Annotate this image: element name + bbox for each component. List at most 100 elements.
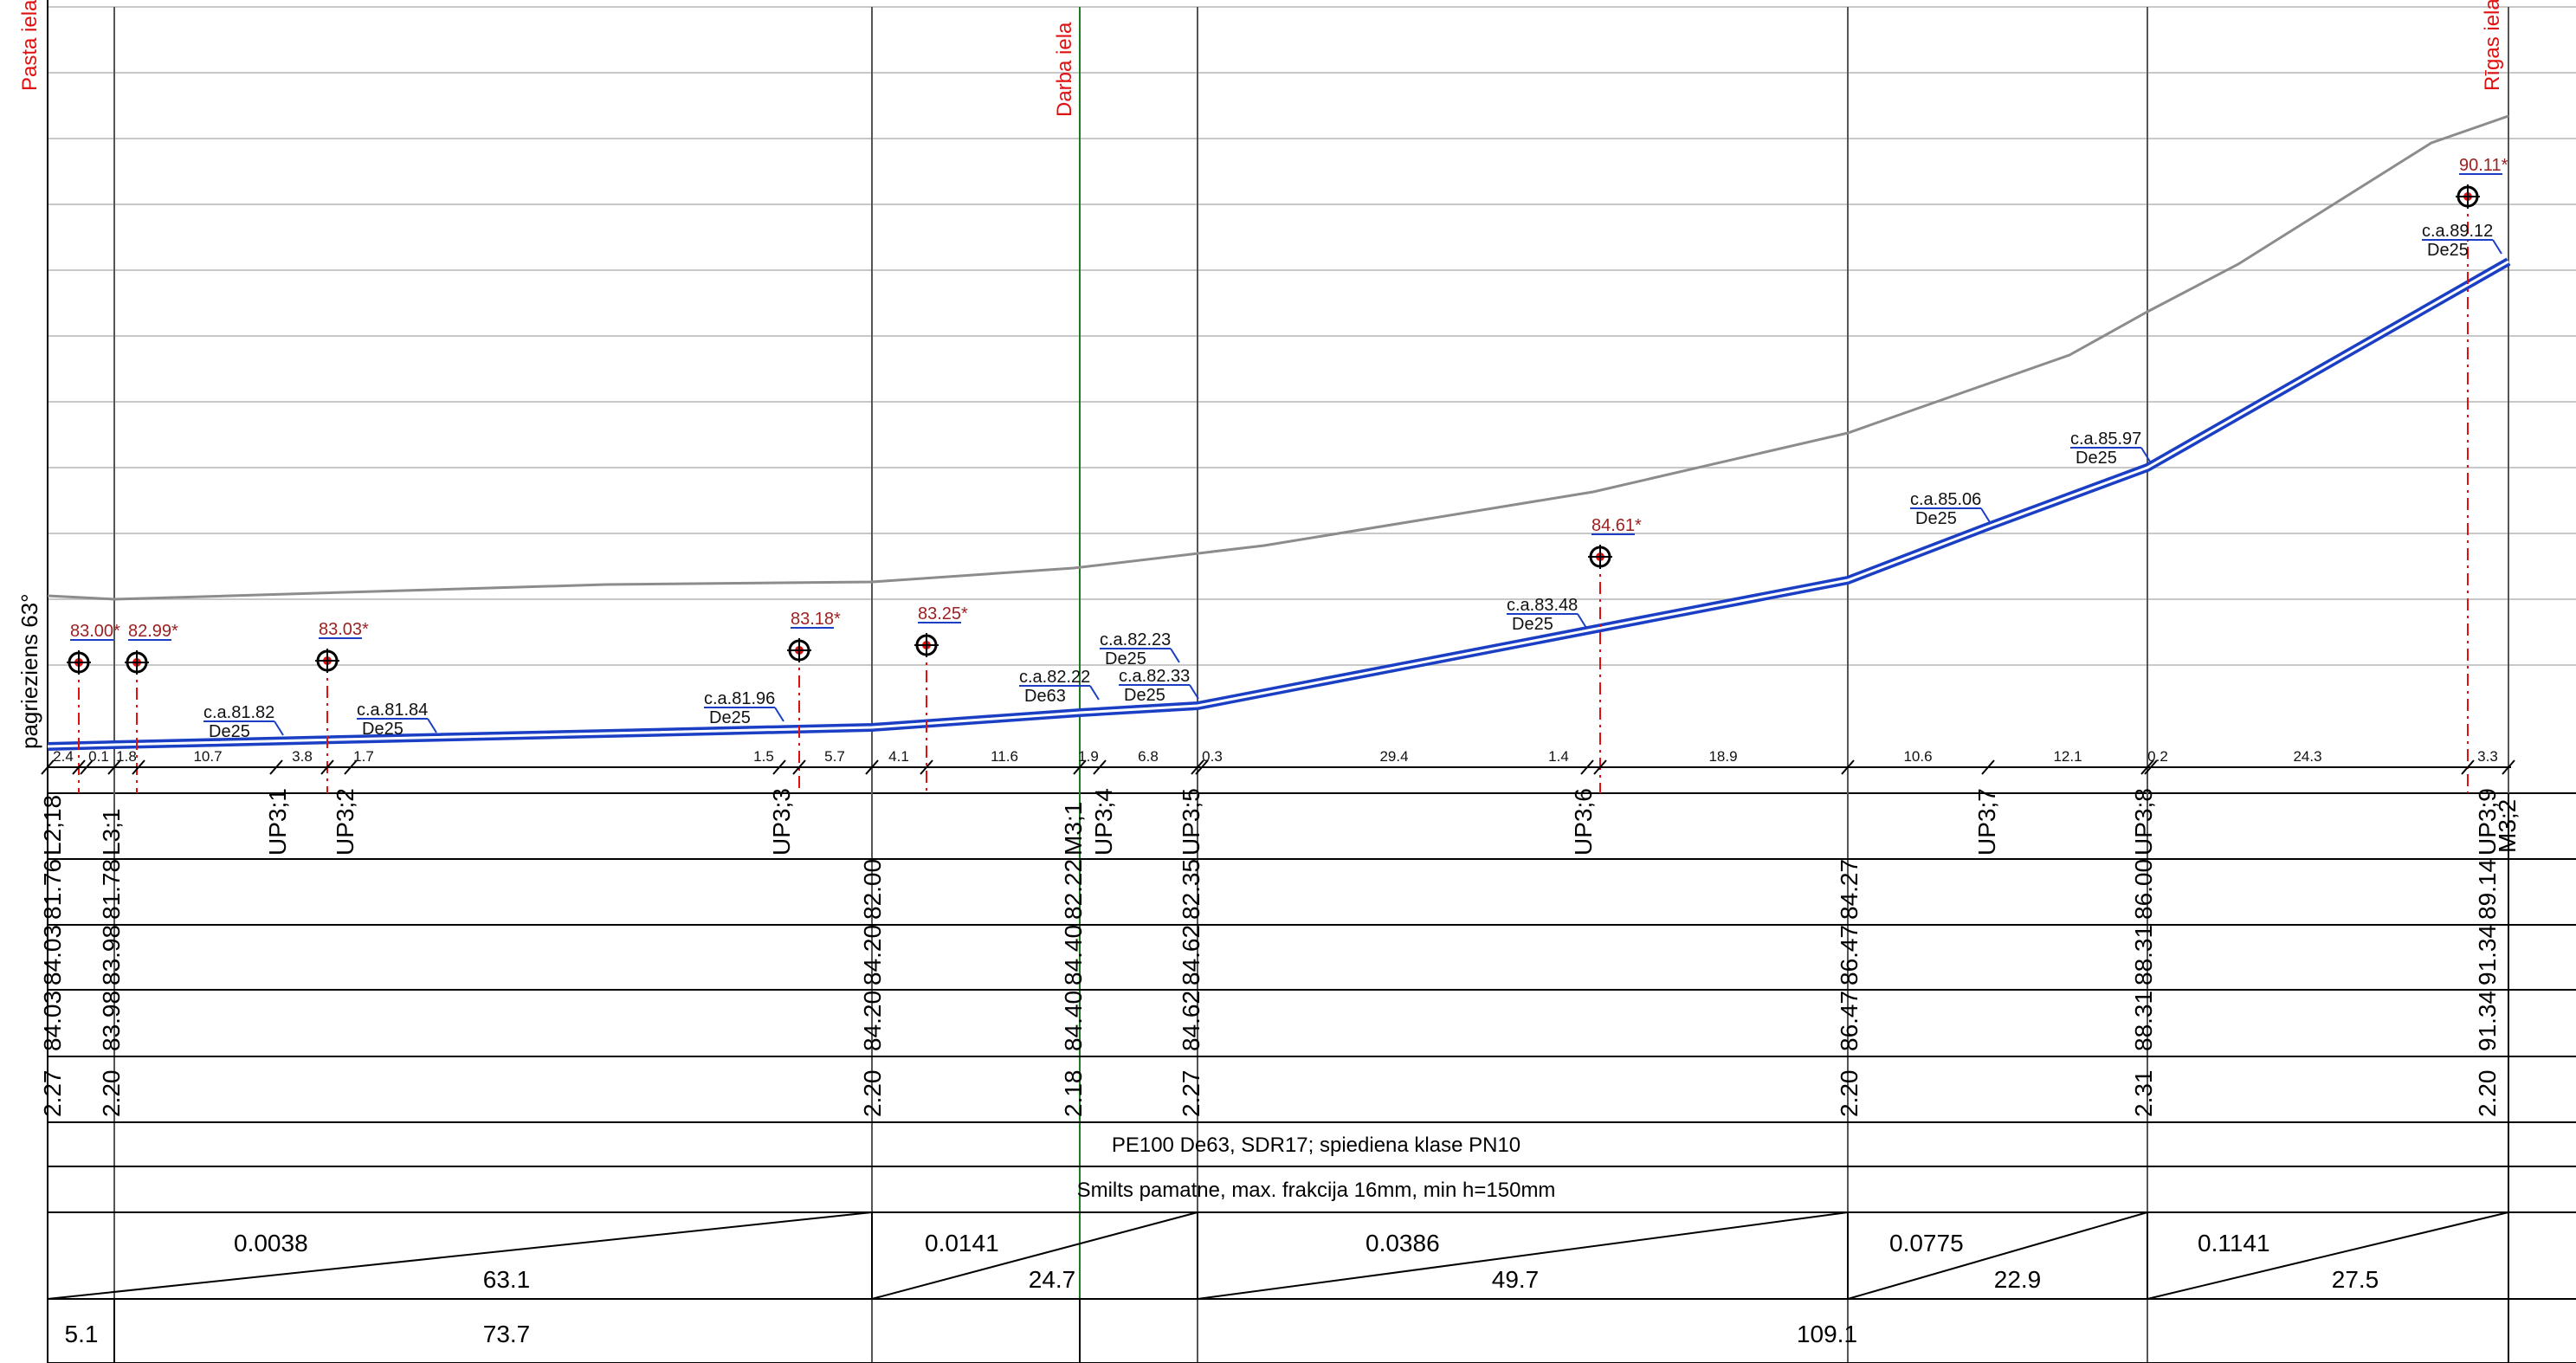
cover-depth: 2.20 (859, 1070, 886, 1118)
spacing-label: 5.7 (824, 748, 845, 765)
dimension-tick (107, 759, 121, 775)
pipe-invert: 89.14 (2474, 859, 2501, 920)
node-label: UP3;4 (1090, 788, 1117, 856)
spacing-label: 29.4 (1379, 748, 1408, 765)
terrain-elevation: 84.03 (39, 925, 66, 985)
street-label: Rīgas iela (2481, 0, 2504, 91)
dimension-tick (1593, 759, 1607, 775)
callout-diameter: De25 (1915, 509, 1957, 528)
bedding-spec: Smilts pamatne, max. frakcija 16mm, min … (1077, 1179, 1556, 1202)
design-elevation: 86.47 (1836, 991, 1863, 1051)
callout-diameter: De25 (709, 708, 751, 727)
slope-value: 0.1141 (2198, 1230, 2270, 1256)
spacing-label: 6.8 (1138, 748, 1159, 765)
cover-depth: 2.20 (2474, 1070, 2501, 1118)
callout-arrow (774, 707, 784, 722)
callout-diameter: De25 (2076, 449, 2117, 468)
distance-value: 73.7 (483, 1321, 531, 1347)
dimension-tick (1580, 759, 1594, 775)
pipe-invert: 81.78 (98, 859, 125, 920)
node-label: L3;1 (98, 809, 125, 856)
cover-depth: 2.18 (1060, 1070, 1087, 1118)
dimension-tick (772, 759, 786, 775)
dimension-tick (1981, 759, 1995, 775)
hydrant-level: 83.18* (791, 610, 841, 629)
dimension-tick (865, 759, 879, 775)
terrain-elevation: 88.31 (2130, 925, 2157, 985)
design-elevation: 91.34 (2474, 991, 2501, 1051)
hydrant-markers: 83.00* 82.99* 83.03* 83.18* 83.25* 84.61* 90.1… (67, 156, 2508, 793)
node-label: UP3;8 (2130, 788, 2157, 856)
slope-diagonal (1847, 1211, 2148, 1300)
callout-diameter: De25 (209, 722, 250, 741)
slope-diagonal (871, 1211, 1198, 1300)
slope-value: 0.0141 (925, 1230, 999, 1256)
spacing-label: 3.8 (292, 748, 313, 765)
distance-value: 109.1 (1797, 1321, 1857, 1347)
pipe-material: PE100 De63, SDR17; spiediena klase PN10 (1112, 1134, 1520, 1157)
design-elevation: 84.20 (859, 991, 886, 1051)
node-label: L2;18 (39, 795, 66, 856)
callout-level: c.a.82.23 (1100, 630, 1171, 649)
side-label: pagrieziens 63° (16, 593, 42, 749)
spacing-label: 0.2 (2147, 748, 2168, 765)
cover-depth: 2.27 (39, 1070, 66, 1118)
station-lines (113, 7, 2509, 1363)
callout-level: c.a.83.48 (1507, 596, 1578, 615)
cover-depth: 2.31 (2130, 1070, 2157, 1118)
node-label: M3;2 (2494, 799, 2521, 853)
pipe-invert: 82.22 (1060, 859, 1087, 920)
terrain-line (47, 114, 2509, 601)
design-elevation: 88.31 (2130, 991, 2157, 1051)
cover-depth: 2.20 (1836, 1070, 1863, 1118)
spacing-label: 18.9 (1708, 748, 1737, 765)
segment-length: 22.9 (1994, 1266, 2042, 1293)
pipe-invert: 81.76 (39, 859, 66, 920)
callout-diameter: De25 (1512, 615, 1553, 634)
terrain-elevation: 84.62 (1178, 925, 1204, 985)
distance-value: 5.1 (65, 1321, 99, 1347)
callout-diameter: De25 (1124, 686, 1165, 705)
callout-level: c.a.89.12 (2422, 222, 2493, 241)
callout-level: c.a.81.96 (704, 689, 775, 708)
callout-level: c.a.81.84 (357, 701, 428, 720)
profile-table: L2;18 81.76 84.03 84.03 2.27 L3;1 81.78 83.98 83… (39, 788, 2576, 1363)
spacing-label: 3.3 (2477, 748, 2498, 765)
dimension-tick (2502, 759, 2515, 775)
callout-arrow (2140, 447, 2151, 462)
pipe-profile (47, 257, 2511, 751)
callout-arrow (274, 720, 284, 736)
pipe-invert: 86.00 (2130, 859, 2157, 920)
spacing-label: 24.3 (2293, 748, 2321, 765)
spacing-label: 1.8 (116, 748, 137, 765)
callout-level: c.a.82.33 (1119, 667, 1190, 686)
dimension-tick (792, 759, 806, 775)
hydrant-level: 84.61* (1591, 516, 1642, 535)
spacing-dimensions: 2.4 0.1 1.8 10.7 3.8 1.7 1.5 5.7 4.1 11.6 1.9 6.8 0.… (41, 748, 2515, 775)
hydrant-level: 83.00* (70, 622, 120, 641)
street-label: Darba iela (1053, 22, 1076, 117)
design-elevation: 84.40 (1060, 991, 1087, 1051)
dimension-tick (41, 759, 55, 775)
node-label: UP3;3 (768, 788, 795, 856)
hydrant-level: 83.25* (918, 604, 968, 623)
callout-diameter: De25 (2427, 241, 2469, 260)
pipe-outer-line (47, 257, 2511, 751)
callout-arrow (1089, 685, 1100, 701)
dimension-tick (2144, 759, 2158, 775)
callout-diameter: De25 (362, 720, 404, 739)
callout-level: c.a.82.22 (1019, 668, 1090, 687)
callout-arrow (427, 718, 437, 733)
callout-arrow (1980, 507, 1991, 523)
pipe-invert: 84.27 (1836, 859, 1863, 920)
pipe-callouts: c.a.81.82De25c.a.81.84De25c.a.81.96De25c… (203, 222, 2502, 741)
spacing-label: 1.4 (1548, 748, 1569, 765)
spacing-label: 10.7 (193, 748, 222, 765)
dimension-tick (1093, 759, 1107, 775)
terrain-elevation: 84.40 (1060, 925, 1087, 985)
callout-level: c.a.85.97 (2070, 430, 2141, 449)
design-elevation: 84.03 (39, 991, 66, 1051)
dimension-tick (1195, 759, 1209, 775)
node-label: UP3;1 (264, 788, 291, 856)
